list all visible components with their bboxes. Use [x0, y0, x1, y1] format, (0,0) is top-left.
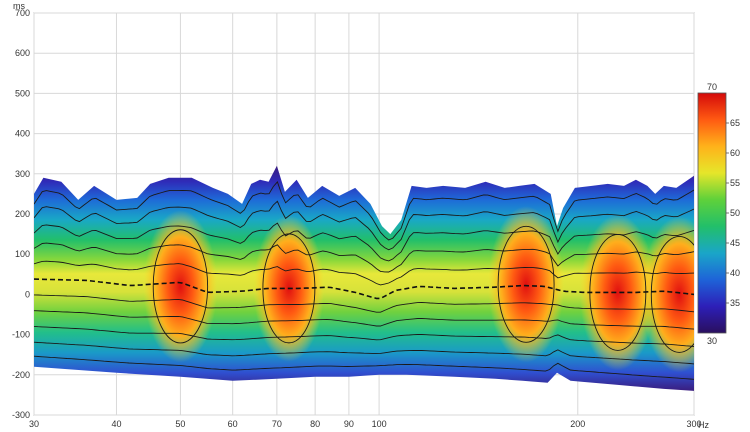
contour-line [34, 294, 694, 313]
peak-hotspot [143, 210, 218, 363]
x-tick-label: 90 [344, 419, 354, 429]
contour-line [34, 260, 694, 286]
y-tick-label: -200 [12, 370, 30, 380]
x-tick-label: 30 [29, 419, 39, 429]
y-axis-unit: ms [13, 1, 25, 11]
contour-line [34, 310, 694, 330]
contour-line [34, 222, 694, 262]
peak-hotspot [488, 206, 565, 363]
colorbar-tick-label: 50 [730, 208, 740, 218]
colorbar-gradient [697, 92, 727, 334]
contour-line [34, 325, 694, 347]
colorbar-tick-label: 65 [730, 118, 740, 128]
x-tick-label: 80 [310, 419, 320, 429]
colorbar-tick-label: 70 [707, 82, 717, 92]
colorbar-tick-label: 60 [730, 148, 740, 158]
colorbar-tick-label: 45 [730, 238, 740, 248]
y-tick-label: 600 [15, 48, 30, 58]
y-tick-label: 200 [15, 209, 30, 219]
x-axis-ticks: 30 40 50 60 70 80 90 100 200 300 [29, 419, 702, 429]
colorbar-tick-label: 35 [730, 298, 740, 308]
contour-line [34, 181, 694, 241]
x-tick-label: 300 [686, 419, 701, 429]
contour-line [34, 200, 694, 251]
x-tick-label: 60 [228, 419, 238, 429]
peak-contour [497, 225, 555, 343]
colorbar-tick-label: 40 [730, 268, 740, 278]
x-tick-label: 50 [175, 419, 185, 429]
y-tick-label: 500 [15, 88, 30, 98]
y-tick-label: 0 [25, 289, 30, 299]
contour-lines [34, 181, 694, 380]
colorbar-tick-label: 55 [730, 178, 740, 188]
y-tick-label: 100 [15, 249, 30, 259]
x-tick-label: 100 [372, 419, 387, 429]
y-tick-label: 400 [15, 129, 30, 139]
contour-line [34, 341, 694, 365]
y-axis-ticks: -300 -200 -100 0 100 200 300 400 500 600 700 [12, 8, 30, 420]
colorbar-tick-label: 30 [707, 336, 717, 346]
y-tick-label: -100 [12, 330, 30, 340]
contour-line [34, 242, 694, 273]
peak-contour [152, 229, 209, 344]
contour-line [34, 355, 694, 380]
x-tick-label: 40 [111, 419, 121, 429]
x-axis-unit: Hz [698, 420, 709, 430]
y-tick-label: -300 [12, 410, 30, 420]
y-tick-label: 700 [15, 8, 30, 18]
colorbar: 30 35 40 45 50 55 60 65 70 [697, 82, 740, 346]
ridge-centerline [34, 278, 694, 300]
x-tick-label: 200 [570, 419, 585, 429]
x-tick-label: 70 [272, 419, 282, 429]
peak-contour [650, 235, 694, 353]
y-tick-label: 300 [15, 169, 30, 179]
